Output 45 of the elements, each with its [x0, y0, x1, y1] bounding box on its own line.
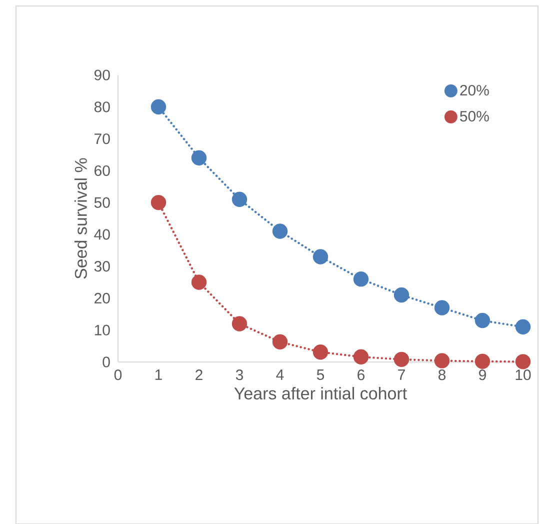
legend-label: 20%: [460, 84, 489, 96]
point: [434, 300, 450, 316]
x-tick-label: 8: [438, 370, 446, 380]
x-tick-label: 4: [276, 370, 284, 380]
y-tick-label: 0: [102, 356, 110, 368]
point: [312, 344, 328, 360]
point: [394, 287, 410, 303]
point: [515, 354, 531, 370]
y-tick-label: 30: [94, 261, 110, 272]
x-tick-label: 1: [155, 370, 162, 380]
point: [272, 334, 288, 350]
point: [515, 319, 531, 335]
y-tick-label: 90: [94, 70, 110, 80]
x-tick-label: 0: [114, 370, 122, 380]
y-tick-label: 40: [94, 229, 110, 240]
y-tick-label: 10: [94, 324, 110, 336]
point: [474, 312, 490, 328]
x-tick-label: 10: [516, 370, 531, 380]
y-tick-label: 80: [94, 102, 110, 112]
point: [191, 274, 207, 290]
point: [353, 271, 369, 287]
point: [272, 224, 288, 239]
point: [191, 150, 207, 166]
legend-label: 50%: [460, 110, 489, 122]
point: [474, 354, 490, 369]
x-tick-label: 9: [479, 370, 486, 380]
point: [394, 352, 410, 368]
point: [150, 99, 166, 114]
point: [353, 349, 369, 364]
point: [150, 194, 166, 210]
x-tick-label: 2: [196, 370, 202, 380]
x-tick-label: 3: [236, 370, 244, 380]
y-tick-label: 70: [94, 133, 110, 144]
point: [232, 192, 248, 207]
point: [232, 316, 248, 332]
y-tick-label: 50: [94, 197, 110, 208]
point: [434, 353, 450, 368]
x-tick-label: 7: [398, 370, 405, 380]
x-axis-title: Years after intial cohort: [234, 387, 407, 400]
y-tick-label: 60: [94, 165, 110, 176]
y-axis-title: Seed survival %: [74, 158, 87, 279]
y-tick-label: 20: [94, 292, 110, 304]
point: [312, 249, 328, 264]
x-tick-label: 6: [358, 370, 365, 380]
x-tick-label: 5: [316, 370, 324, 380]
